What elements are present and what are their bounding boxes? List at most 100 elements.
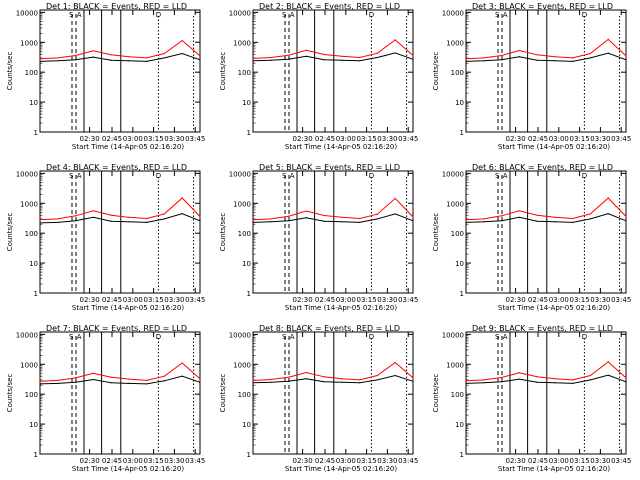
lld-series-line-point xyxy=(146,217,148,220)
x-tick-label: 02:30 xyxy=(293,457,313,465)
flag-label: S xyxy=(69,172,74,180)
flag-label: D xyxy=(369,333,374,341)
y-tick-label: 1000 xyxy=(233,200,251,208)
flag-label: D xyxy=(369,172,374,180)
lld-series-line-point xyxy=(181,39,183,42)
flag-label: A xyxy=(290,333,295,341)
lld-series-line-point xyxy=(412,377,414,379)
events-series-line-point xyxy=(572,60,574,62)
lld-series-line-point xyxy=(57,57,59,59)
events-series-line-point xyxy=(500,220,503,222)
y-tick-label: 10000 xyxy=(16,9,38,17)
y-tick-label: 100 xyxy=(238,69,251,77)
x-tick-label: 03:00 xyxy=(123,296,143,304)
events-series-line-point xyxy=(625,220,627,222)
y-tick-label: 1 xyxy=(34,290,38,298)
events-series-line-point xyxy=(128,60,130,62)
x-tick-label: 03:00 xyxy=(336,457,356,465)
flag-label: D xyxy=(582,333,587,341)
lld-series-line-point xyxy=(252,379,254,381)
x-axis-label: Start Time (14-Apr-05 02:16:20) xyxy=(72,304,184,312)
lld-series-line-point xyxy=(74,54,77,57)
x-tick-label: 03:00 xyxy=(336,135,356,143)
events-series-line-point xyxy=(518,216,520,218)
events-series-line-point xyxy=(376,56,379,59)
events-series-line-point xyxy=(554,382,556,384)
y-tick-label: 1000 xyxy=(20,39,38,47)
lld-series-line-point xyxy=(146,57,148,59)
y-axis-label: Counts/sec xyxy=(219,374,227,413)
x-axis-label: Start Time (14-Apr-05 02:16:20) xyxy=(285,304,397,312)
events-series-line-point xyxy=(323,59,325,61)
flag-label: A xyxy=(77,333,82,341)
plot-frame xyxy=(39,9,201,133)
events-series-line-point xyxy=(74,220,77,222)
events-series-line-point xyxy=(146,221,148,223)
x-tick-label: 02:30 xyxy=(80,457,100,465)
x-tick-label: 02:30 xyxy=(293,296,313,304)
lld-series-line-point xyxy=(287,376,290,378)
events-series-line-point xyxy=(92,216,94,218)
x-tick-label: 03:00 xyxy=(549,135,569,143)
lld-series-line-point xyxy=(287,215,290,217)
y-tick-label: 1 xyxy=(247,451,251,459)
events-series-line-point xyxy=(163,218,166,220)
flag-label: D xyxy=(156,172,161,180)
lld-series-line-point xyxy=(394,197,396,200)
events-series-line-point xyxy=(572,382,574,384)
y-tick-label: 1000 xyxy=(20,200,38,208)
lld-series-line-point xyxy=(110,214,112,216)
x-tick-label: 03:30 xyxy=(164,135,184,143)
y-axis-label: Counts/sec xyxy=(6,213,14,252)
lld-series-line-point xyxy=(163,375,166,377)
events-series-line-point xyxy=(146,383,148,385)
events-series-line-point xyxy=(359,60,361,62)
events-series-line-point xyxy=(39,383,41,385)
lld-series-line-point xyxy=(146,379,148,381)
panel-det-2: Det 2: BLACK = Events, RED = LLD 1 10 100 10… xyxy=(219,2,418,151)
x-tick-label: 02:30 xyxy=(506,135,526,143)
flag-label: A xyxy=(503,172,508,180)
lld-series-line-point xyxy=(39,219,41,221)
y-tick-label: 1000 xyxy=(20,361,38,369)
panel-det-9: Det 9: BLACK = Events, RED = LLD 1 10 100 10… xyxy=(432,324,631,473)
events-series-line-point xyxy=(341,59,343,61)
y-tick-label: 1 xyxy=(460,290,464,298)
events-series-line-point xyxy=(181,375,183,377)
y-tick-label: 10 xyxy=(455,260,464,268)
y-tick-label: 1000 xyxy=(446,200,464,208)
flag-label: D xyxy=(369,11,374,19)
events-series-line-point xyxy=(252,382,254,384)
x-tick-label: 03:45 xyxy=(611,296,631,304)
y-axis-label: Counts/sec xyxy=(6,52,14,91)
events-series-line-point xyxy=(341,221,343,223)
lld-series-line-point xyxy=(500,376,503,379)
lld-series-line-point xyxy=(323,53,325,56)
plot-frame xyxy=(465,170,627,294)
lld-series-line-point xyxy=(589,213,592,215)
events-series-line-point xyxy=(483,382,485,384)
lld-series-line-point xyxy=(536,54,538,56)
lld-series-line-point xyxy=(128,216,130,218)
events-series-line-point xyxy=(625,381,627,383)
events-series-line-point xyxy=(625,59,627,61)
x-tick-label: 03:00 xyxy=(549,296,569,304)
events-series-line-point xyxy=(39,60,41,62)
events-series-line-point xyxy=(163,380,166,382)
events-series-line-point xyxy=(607,374,609,376)
y-tick-label: 10 xyxy=(242,260,251,268)
flag-label: S xyxy=(282,11,287,19)
events-series-line-point xyxy=(199,220,201,222)
lld-series-line-point xyxy=(163,52,166,55)
events-series-line-point xyxy=(607,213,609,215)
events-series-line-point xyxy=(305,217,307,219)
y-tick-label: 100 xyxy=(25,230,38,238)
events-series-line-point xyxy=(572,221,574,223)
events-series-line-point xyxy=(554,221,556,223)
lld-series-line-point xyxy=(572,57,574,59)
events-series-line-point xyxy=(57,60,59,62)
plot-frame xyxy=(252,9,414,133)
x-tick-label: 03:45 xyxy=(611,135,631,143)
panel-title: Det 3: BLACK = Events, RED = LLD xyxy=(472,2,613,11)
